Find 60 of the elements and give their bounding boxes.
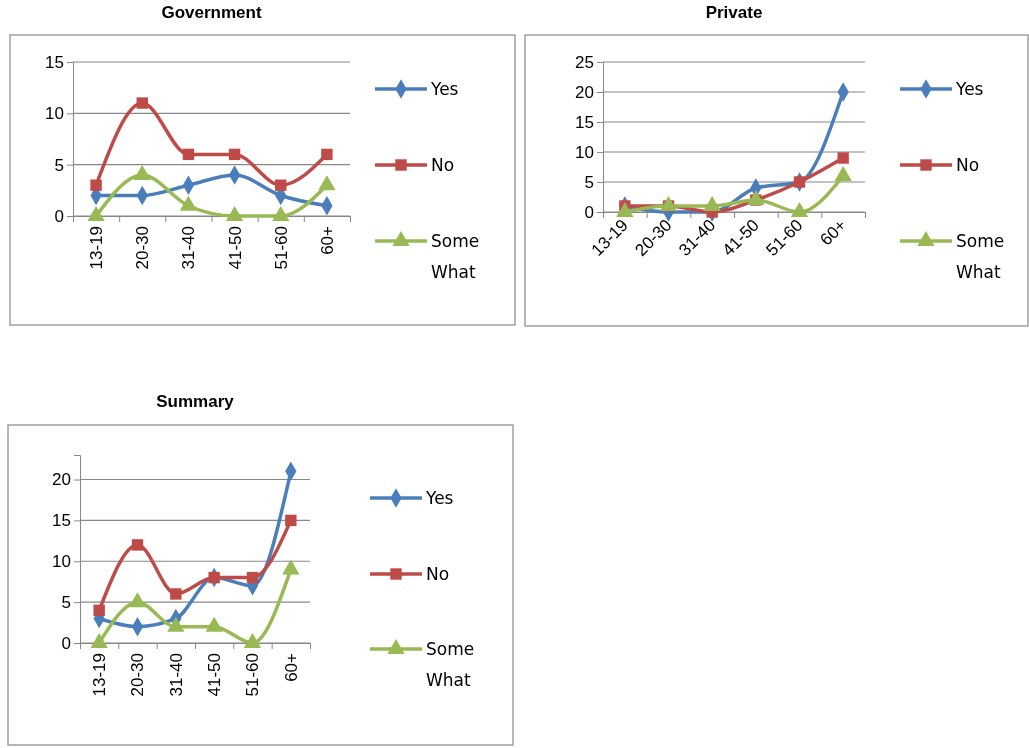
point — [321, 148, 333, 161]
x-tick-label: 31-40 — [166, 653, 186, 697]
y-tick-label: 5 — [61, 593, 71, 613]
x-tick-label: 51-60 — [243, 653, 263, 697]
point — [93, 604, 105, 617]
point — [208, 571, 220, 584]
y-tick-label: 15 — [52, 511, 71, 531]
y-tick-label: 5 — [584, 172, 594, 192]
point — [182, 148, 195, 161]
x-tick-label: 41-50 — [225, 226, 245, 270]
y-tick-label: 5 — [54, 155, 64, 175]
point — [90, 179, 102, 191]
x-tick-label: 60+ — [317, 225, 337, 255]
x-tick-label: 51-60 — [271, 226, 291, 270]
point — [128, 592, 147, 608]
y-tick-label: 15 — [45, 52, 64, 72]
y-tick-label: 10 — [45, 104, 64, 124]
legend-label: Some What — [426, 638, 475, 690]
y-tick-label: 15 — [575, 112, 594, 132]
legend-label: No — [426, 563, 450, 584]
point — [136, 97, 148, 109]
y-tick-label: 0 — [61, 633, 71, 653]
point — [170, 588, 182, 600]
y-tick-label: 10 — [575, 142, 594, 162]
legend-label: Some What — [431, 230, 480, 282]
point — [837, 152, 849, 164]
y-tick-label: 0 — [54, 206, 64, 226]
y-tick-label: 10 — [52, 552, 71, 572]
point — [285, 514, 297, 527]
y-tick-label: 20 — [575, 82, 594, 102]
legend-label: No — [956, 154, 980, 175]
x-tick-label: 60+ — [281, 652, 301, 682]
chart-title: Summary — [156, 392, 235, 411]
x-tick-label: 60+ — [816, 215, 851, 250]
x-tick-label: 41-50 — [205, 653, 225, 697]
y-tick-label: 25 — [575, 52, 594, 72]
x-tick-label: 20-30 — [133, 226, 153, 270]
legend-label: Yes — [955, 78, 984, 99]
x-tick-label: 13-19 — [87, 226, 107, 270]
point — [318, 175, 336, 191]
x-tick-label: 13-19 — [90, 653, 110, 697]
legend-label: Yes — [425, 487, 454, 508]
point — [228, 148, 241, 161]
x-tick-label: 31-40 — [179, 226, 199, 270]
point — [793, 176, 806, 188]
point — [87, 206, 105, 221]
legend-label: Yes — [430, 78, 459, 99]
x-tick-label: 20-30 — [128, 653, 148, 697]
point — [225, 206, 244, 221]
point — [272, 206, 290, 221]
legend-label: No — [431, 154, 455, 175]
chart-title: Government — [161, 3, 262, 22]
chart-title: Private — [705, 3, 763, 22]
y-tick-label: 20 — [52, 470, 71, 490]
point — [246, 571, 259, 584]
point — [131, 539, 144, 551]
legend-label: Some What — [956, 230, 1005, 282]
point — [179, 195, 198, 211]
y-tick-label: 0 — [584, 202, 594, 222]
point — [275, 179, 287, 191]
